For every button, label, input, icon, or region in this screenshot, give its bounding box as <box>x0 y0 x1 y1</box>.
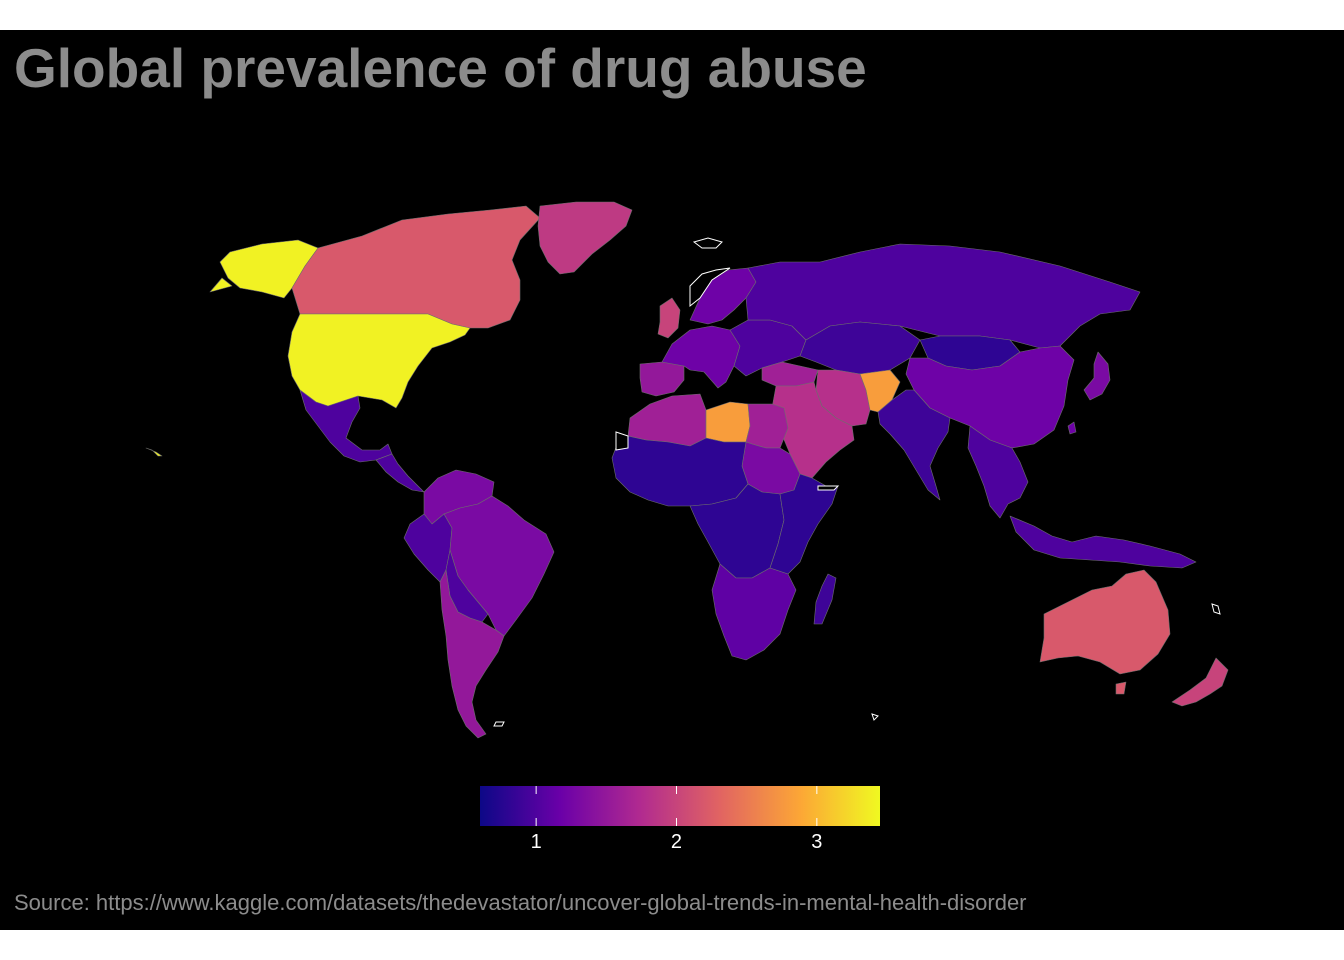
svalbard-outline <box>692 237 723 249</box>
country-united-kingdom[interactable] <box>657 297 681 339</box>
chart-title: Global prevalence of drug abuse <box>14 37 867 99</box>
country-central-america[interactable] <box>375 453 425 493</box>
country-greenland[interactable] <box>537 201 633 275</box>
country-new-zealand[interactable] <box>1171 657 1229 707</box>
country-southern-africa[interactable] <box>711 563 797 661</box>
country-madagascar[interactable] <box>813 573 837 625</box>
country-united-states[interactable] <box>287 313 471 409</box>
country-iberia[interactable] <box>639 361 685 397</box>
country-turkey[interactable] <box>761 361 819 387</box>
country-kazakhstan[interactable] <box>799 321 921 375</box>
country-india[interactable] <box>877 389 951 501</box>
country-canada[interactable] <box>291 205 541 329</box>
no-data-regions <box>493 237 1221 727</box>
country-egypt[interactable] <box>745 403 789 449</box>
legend-ticks: 1 2 3 <box>531 786 822 853</box>
color-legend: 1 2 3 <box>480 786 880 853</box>
pacific-islands-outline <box>1211 603 1221 615</box>
country-russia[interactable] <box>745 243 1141 349</box>
country-argentina-chile[interactable] <box>439 569 505 739</box>
country-west-africa[interactable] <box>611 435 749 507</box>
legend-color-bar <box>480 786 880 826</box>
country-east-africa[interactable] <box>769 473 839 575</box>
country-alaska[interactable] <box>209 239 319 299</box>
map-canvas: Global prevalence of drug abuse <box>0 30 1344 930</box>
somalia-outline <box>817 485 840 491</box>
small-islands <box>145 421 1077 457</box>
countries-layer <box>209 201 1229 739</box>
source-caption: Source: https://www.kaggle.com/datasets/… <box>14 890 1027 915</box>
legend-tick-label: 2 <box>671 831 682 853</box>
country-mexico[interactable] <box>299 389 393 463</box>
antarctic-island-outline <box>871 713 879 721</box>
country-australia[interactable] <box>1039 569 1171 695</box>
country-indonesia[interactable] <box>1009 515 1197 569</box>
legend-tick-label: 1 <box>531 831 542 853</box>
country-hawaii <box>145 447 163 457</box>
country-japan[interactable] <box>1083 351 1111 401</box>
country-taiwan <box>1067 421 1077 435</box>
country-southeast-asia[interactable] <box>967 425 1029 519</box>
legend-tick-label: 3 <box>811 831 822 853</box>
country-maghreb[interactable] <box>627 393 707 447</box>
country-libya[interactable] <box>705 401 751 443</box>
world-choropleth-map <box>145 201 1229 739</box>
country-arabian-peninsula[interactable] <box>771 381 855 479</box>
western-sahara-outline <box>615 431 629 451</box>
falklands-outline <box>493 721 505 727</box>
nordic-outline <box>689 267 731 308</box>
